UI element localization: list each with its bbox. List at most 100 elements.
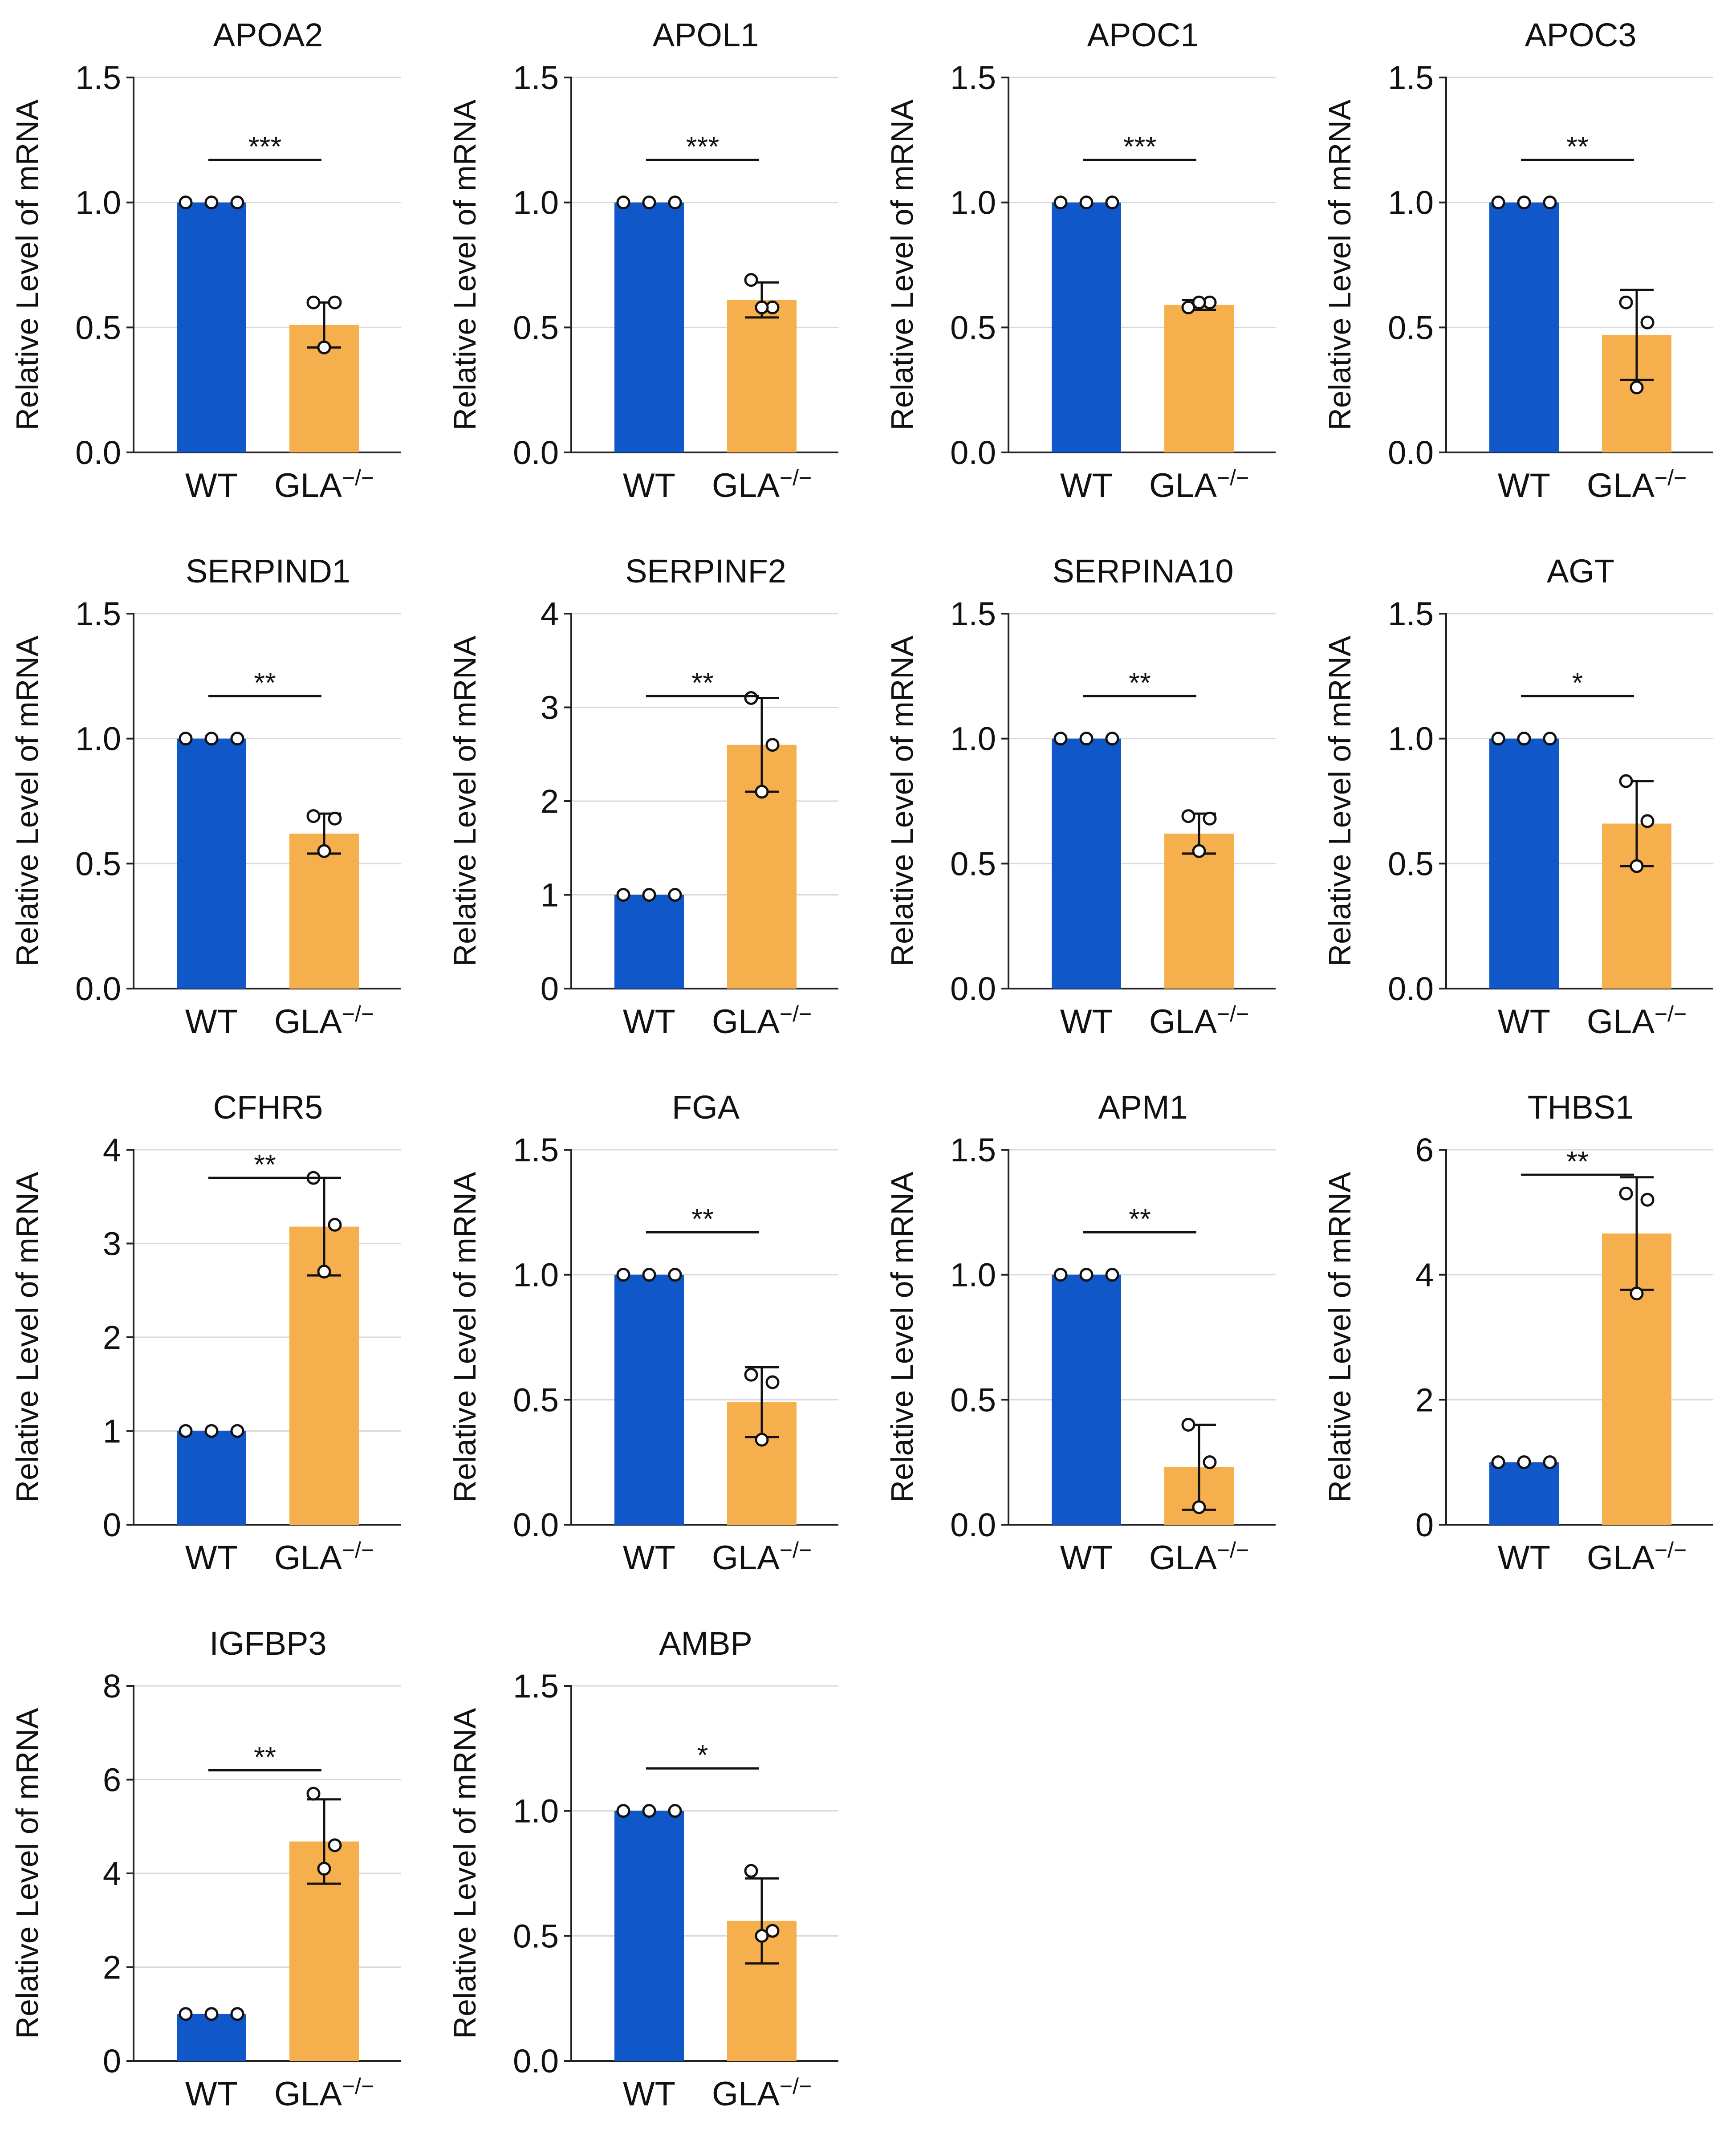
y-tick-label: 0.5 [513,1917,559,1954]
data-point [230,1424,244,1438]
bar-wt [1489,738,1559,989]
y-tick-label: 0.0 [1388,434,1434,471]
chart-panel-igfbp3: IGFBP3 Relative Level of mRNA 0 2 4 6 8 WT GLA−/… [10,1625,401,2113]
data-point [1630,380,1644,395]
y-tick-label: 1.0 [513,1257,559,1294]
y-tick-label: 2 [541,783,559,820]
x-category-label: WT [1498,467,1550,505]
y-tick-label: 1.5 [1388,595,1434,632]
chart-title: APOC1 [1087,16,1199,53]
y-tick-label: 1.0 [950,1257,996,1294]
x-category-label: WT [185,1003,238,1041]
x-category-label: GLA−/− [712,465,812,505]
x-category-label: WT [623,2075,675,2113]
significance-label: *** [1123,130,1157,163]
data-point [1491,1455,1505,1469]
y-tick-label: 4 [103,1855,121,1892]
chart-title: AGT [1547,553,1614,590]
y-tick-label: 0.5 [513,309,559,346]
chart-panel-ambp: AMBP Relative Level of mRNA 0.0 0.5 1.0 1.5 WT… [447,1625,838,2113]
y-tick-label: 0 [1415,1506,1434,1543]
y-axis-label: Relative Level of mRNA [1322,635,1357,966]
data-point [642,195,656,210]
data-point [1543,195,1557,210]
chart-panel-serpina10: SERPINA10 Relative Level of mRNA 0.0 0.5 1.0… [885,553,1276,1041]
data-point [765,1375,780,1389]
data-point [1640,814,1655,828]
bar-wt [614,202,684,453]
y-tick-label: 1.5 [513,59,559,96]
chart-title: APM1 [1098,1089,1188,1126]
y-tick-label: 6 [103,1762,121,1799]
data-point [1640,315,1655,330]
y-tick-label: 1.5 [950,595,996,632]
y-tick-label: 0.5 [950,845,996,882]
y-tick-label: 1.0 [950,184,996,221]
data-point [1619,1186,1633,1201]
data-point [328,1838,342,1852]
data-point [765,1924,780,1938]
y-tick-label: 1.5 [75,59,121,96]
x-category-label: WT [185,467,238,505]
chart-title: SERPINF2 [625,553,786,590]
data-point [179,1424,193,1438]
significance-label: ** [1566,130,1589,163]
data-point [204,1424,219,1438]
significance-label: *** [686,130,720,163]
data-point [1192,295,1206,309]
y-tick-label: 0 [541,970,559,1007]
x-category-label: GLA−/− [1587,1001,1687,1041]
y-axis-label: Relative Level of mRNA [10,1708,45,2039]
bar-wt [177,738,246,989]
significance-label: ** [1566,1145,1589,1177]
y-tick-label: 1.5 [1388,59,1434,96]
data-point [328,295,342,309]
chart-panel-apoc1: APOC1 Relative Level of mRNA 0.0 0.5 1.0 1.5 W… [885,16,1276,505]
x-category-label: GLA−/− [274,465,374,505]
x-category-label: GLA−/− [712,2074,812,2113]
x-category-label: GLA−/− [1587,465,1687,505]
x-category-label: WT [623,1539,675,1577]
chart-panel-thbs1: THBS1 Relative Level of mRNA 0 2 4 6 WT GLA−/− *… [1322,1089,1713,1577]
data-point [1079,195,1094,210]
y-tick-label: 0.5 [75,845,121,882]
chart-title: SERPINA10 [1052,553,1233,590]
y-axis-label: Relative Level of mRNA [10,1172,45,1502]
data-point [642,1804,656,1818]
y-tick-label: 0.0 [950,970,996,1007]
y-tick-label: 1.5 [950,59,996,96]
significance-label: * [1572,667,1583,699]
data-point [1192,844,1206,858]
y-axis-label: Relative Level of mRNA [1322,1172,1357,1502]
y-tick-label: 2 [1415,1381,1434,1418]
data-point [616,195,630,210]
y-tick-label: 0.5 [1388,309,1434,346]
chart-title: CFHR5 [213,1089,323,1126]
bar-gla [1164,833,1234,989]
y-tick-label: 1 [541,877,559,914]
chart-panel-serpind1: SERPIND1 Relative Level of mRNA 0.0 0.5 1.0 1… [10,553,401,1041]
y-tick-label: 0 [103,1506,121,1543]
x-category-label: GLA−/− [274,1538,374,1577]
data-point [1630,859,1644,873]
data-point [1105,195,1119,210]
y-axis-label: Relative Level of mRNA [447,99,482,430]
data-point [1203,1455,1217,1469]
bar-wt [1052,1274,1121,1525]
y-tick-label: 3 [541,689,559,726]
y-tick-label: 1.0 [513,184,559,221]
y-tick-label: 1 [103,1413,121,1450]
y-axis-label: Relative Level of mRNA [885,99,919,430]
x-category-label: GLA−/− [274,2074,374,2113]
data-point [230,195,244,210]
y-axis-label: Relative Level of mRNA [10,635,45,966]
x-category-label: WT [1498,1539,1550,1577]
x-category-label: GLA−/− [274,1001,374,1041]
data-point [744,1864,758,1878]
y-tick-label: 0 [103,2043,121,2080]
y-tick-label: 8 [103,1668,121,1705]
data-point [1543,1455,1557,1469]
y-tick-label: 0.0 [950,434,996,471]
y-tick-label: 0.0 [75,970,121,1007]
data-point [642,1268,656,1282]
